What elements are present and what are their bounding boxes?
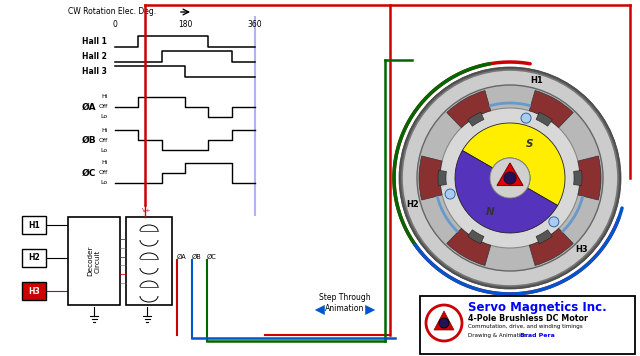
Text: H1: H1: [530, 76, 543, 85]
Text: Hi: Hi: [102, 161, 108, 166]
Circle shape: [399, 67, 621, 289]
Text: H3: H3: [28, 287, 40, 295]
Text: 180: 180: [178, 20, 192, 29]
Text: Off: Off: [99, 171, 108, 176]
Text: 360: 360: [248, 20, 262, 29]
Text: ØC: ØC: [82, 168, 96, 178]
Circle shape: [417, 85, 603, 271]
Polygon shape: [434, 311, 454, 330]
Wedge shape: [578, 156, 601, 200]
Text: N: N: [486, 207, 495, 217]
Text: Lo: Lo: [100, 180, 108, 185]
Text: ØA: ØA: [81, 103, 96, 111]
Bar: [420, 296, 635, 354]
Circle shape: [549, 217, 559, 227]
Text: H3: H3: [575, 245, 588, 254]
Text: 0: 0: [113, 20, 117, 29]
Wedge shape: [462, 123, 565, 205]
Text: Off: Off: [99, 137, 108, 142]
Text: Hall 3: Hall 3: [82, 67, 107, 76]
Circle shape: [490, 158, 530, 198]
Text: Decoder
Circuit: Decoder Circuit: [88, 246, 100, 276]
Text: Step Through: Step Through: [319, 293, 371, 302]
Text: H2: H2: [406, 200, 419, 209]
Circle shape: [504, 172, 516, 184]
Text: Hall 1: Hall 1: [82, 37, 107, 46]
Text: V+: V+: [142, 208, 152, 213]
Polygon shape: [497, 163, 523, 185]
Text: Off: Off: [99, 105, 108, 110]
Text: Commutation, drive, and winding timings: Commutation, drive, and winding timings: [468, 324, 582, 329]
Text: ØB: ØB: [192, 253, 202, 260]
Text: H2: H2: [28, 253, 40, 262]
Text: 4-Pole Brushless DC Motor: 4-Pole Brushless DC Motor: [468, 314, 588, 323]
Wedge shape: [468, 112, 484, 126]
Circle shape: [439, 318, 449, 328]
Text: Hi: Hi: [102, 127, 108, 132]
Circle shape: [440, 108, 580, 248]
Text: H1: H1: [28, 220, 40, 230]
Wedge shape: [447, 228, 491, 266]
Circle shape: [445, 189, 455, 199]
Text: Hall 2: Hall 2: [82, 52, 107, 61]
Bar: [22, 249, 46, 267]
Text: CW Rotation Elec. Deg.: CW Rotation Elec. Deg.: [68, 7, 156, 16]
Text: Brad Pera: Brad Pera: [520, 333, 555, 338]
Text: ØB: ØB: [81, 136, 96, 145]
Bar: [126, 217, 172, 305]
Wedge shape: [529, 90, 573, 128]
Text: Drawing & Animation:: Drawing & Animation:: [468, 333, 529, 338]
Text: Animation: Animation: [325, 304, 365, 313]
Wedge shape: [536, 112, 552, 126]
Circle shape: [402, 70, 618, 286]
Bar: [22, 282, 46, 300]
Wedge shape: [529, 228, 573, 266]
Bar: [22, 216, 46, 234]
Wedge shape: [573, 171, 582, 185]
Text: ØA: ØA: [177, 253, 187, 260]
Wedge shape: [447, 90, 491, 128]
Text: Lo: Lo: [100, 147, 108, 152]
Text: Servo Magnetics Inc.: Servo Magnetics Inc.: [468, 301, 607, 314]
Bar: [68, 217, 120, 305]
Text: ØC: ØC: [207, 253, 217, 260]
Wedge shape: [468, 230, 484, 244]
Text: Hi: Hi: [102, 94, 108, 99]
Circle shape: [521, 113, 531, 123]
Wedge shape: [455, 151, 557, 233]
Wedge shape: [536, 230, 552, 244]
Text: Lo: Lo: [100, 115, 108, 120]
Text: S: S: [526, 139, 533, 149]
Circle shape: [426, 305, 462, 341]
Wedge shape: [438, 171, 446, 185]
Wedge shape: [419, 156, 442, 200]
